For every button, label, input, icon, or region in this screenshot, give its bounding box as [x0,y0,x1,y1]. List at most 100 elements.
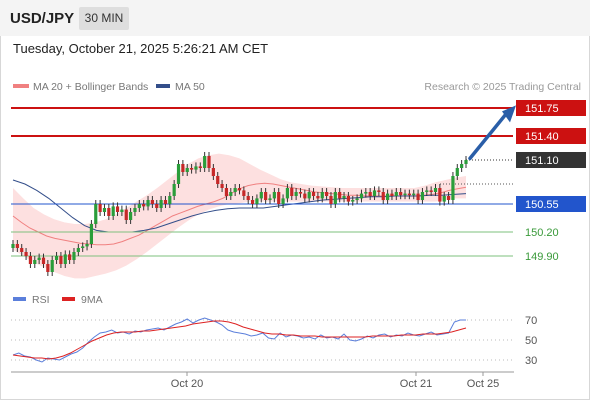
candle-body [264,192,268,200]
candle-body [15,244,19,248]
header-bar: USD/JPY 30 MIN [0,0,590,36]
rsi-ma-legend-label: 9MA [81,294,103,306]
candle-body [159,200,163,208]
candle-body [163,200,168,204]
rsi-ma-legend-swatch [62,297,75,301]
x-axis: Oct 20 Oct 21 Oct 25 [11,371,514,390]
candle-body [355,198,359,200]
candle-body [28,256,33,264]
candlesticks [11,152,468,276]
candle-body [250,200,255,204]
candle-body [372,190,377,196]
timestamp: Tuesday, October 21, 2025 5:26:21 AM CET [13,41,269,56]
candle-body [394,192,398,196]
candle-body [76,248,80,252]
candle-body [129,212,133,220]
candle-body [294,192,298,196]
candle-body [194,166,198,170]
candle-body [20,248,24,252]
rsi-ma-line [12,320,467,360]
candle-body [50,260,54,272]
candle-body [420,192,425,200]
candle-body [403,193,407,196]
candle-body [311,192,316,196]
candle-body [359,193,364,199]
resistance-label-151.40: 151.40 [525,131,559,143]
candle-body [290,188,294,196]
arrow-head [502,105,516,123]
candle-body [425,190,429,192]
candle-body [41,257,46,264]
candle-body [399,192,403,196]
candle-body [81,246,85,248]
resistance-label-151.75: 151.75 [525,103,559,115]
bollinger-band-area [13,153,466,279]
candle-body [407,193,411,196]
candle-body [102,208,107,212]
candle-body [133,208,137,212]
candle-body [351,200,355,202]
timeframe-button[interactable]: 30 MIN [79,7,129,30]
candle-body [320,192,324,199]
candle-body [281,198,285,204]
candle-body [446,196,451,200]
candle-body [268,198,272,200]
candle-body [433,188,438,192]
credit-text: Research © 2025 Trading Central [424,81,581,93]
last-price-tag [516,152,586,168]
candle-body [111,206,115,216]
candle-body [277,192,281,204]
pivot-label: 150.55 [525,199,559,211]
instrument-symbol: USD/JPY [10,10,75,27]
candle-body [89,224,94,244]
candle-body [68,254,72,260]
forecast-arrow [468,105,516,161]
candle-body [107,208,111,216]
candle-body [438,188,442,202]
candle-body [342,196,346,199]
candle-body [455,168,459,176]
resistance-tag-151.75 [516,100,586,116]
candle-body [216,176,220,184]
candle-body [189,168,194,170]
candle-body [307,192,311,199]
candle-body [325,192,329,196]
candle-body [85,244,89,247]
candle-body [198,166,202,168]
rsi-tick-70: 70 [525,315,537,327]
candle-body [385,193,390,200]
candle-body [203,156,207,168]
support-label-149.90: 149.90 [525,251,559,263]
candle-body [142,204,146,207]
candle-body [442,196,446,202]
candle-body [185,168,189,172]
bollinger-bands [13,153,466,279]
candle-body [272,192,276,199]
candle-body [412,193,416,196]
candle-body [37,257,41,260]
candle-body [364,192,368,194]
rsi-legend: RSI 9MA [13,294,103,306]
last-price-label: 151.10 [525,155,559,167]
candle-body [46,264,50,272]
candle-body [220,184,224,188]
candle-body [94,204,98,224]
candle-body [229,192,233,196]
candle-body [346,196,350,202]
candle-body [207,156,211,168]
candle-body [224,188,229,196]
candle-body [11,244,15,248]
x-tick-label: Oct 25 [467,378,499,390]
rsi-line [12,317,466,363]
candle-body [460,164,464,168]
candle-body [146,200,150,207]
candle-body [242,190,246,196]
candle-body [255,198,259,204]
candle-body [377,190,381,192]
rsi-legend-swatch [13,297,26,301]
candle-body [303,193,307,199]
candle-body [120,209,124,212]
rsi-legend-label: RSI [32,294,50,306]
candle-body [115,206,120,212]
